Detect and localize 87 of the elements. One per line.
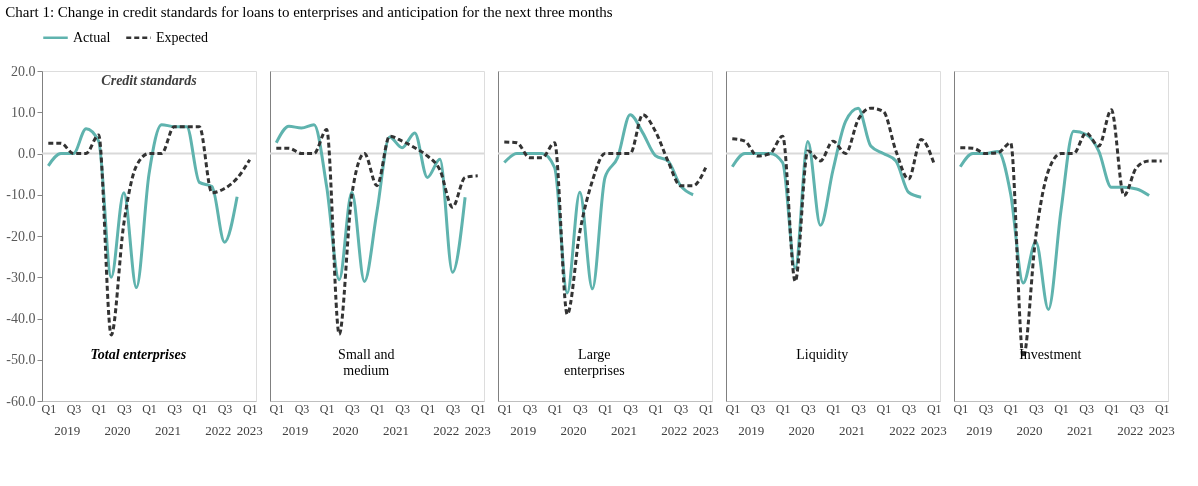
text: 2023 (920, 423, 947, 438)
legend-label: Actual (73, 29, 111, 45)
text: 2023 (1148, 423, 1175, 438)
x-tick-label: Q3 (978, 401, 994, 416)
x-tick-label: Q1 (876, 401, 892, 416)
text: 2020 (104, 423, 131, 438)
x-tick-label: Q1 (242, 401, 258, 416)
annotation: Liquidity (796, 346, 849, 362)
x-tick-label: Q3 (750, 401, 766, 416)
text: 2021 (838, 423, 865, 438)
x-tick-label: Q3 (1129, 401, 1145, 416)
x-tick-label: Q1 (91, 401, 107, 416)
x-tick-label: Q3 (294, 401, 310, 416)
text: 2021 (610, 423, 637, 438)
text: 2019 (510, 423, 537, 438)
text: 2022 (889, 423, 916, 438)
legend-label: Expected (156, 29, 209, 45)
x-tick-label: Q3 (800, 401, 816, 416)
text: 2020 (788, 423, 815, 438)
x-tick-label: Q1 (826, 401, 841, 416)
x-tick-label: Q1 (598, 401, 613, 416)
text: Chart 1: Change in credit standards for loans to enterprises and anticipation for the next three months (5, 4, 613, 20)
text: 2020 (560, 423, 587, 438)
x-tick-label: Q1 (1154, 401, 1170, 416)
text: 2021 (154, 423, 181, 438)
annotation: Small and medium (338, 346, 395, 378)
x-tick-label: Q3 (1028, 401, 1044, 416)
x-tick-label: Q1 (1003, 401, 1019, 416)
x-tick-label: Q1 (41, 401, 57, 416)
y-tick-label: 10.0 (11, 104, 36, 120)
x-tick-label: Q1 (648, 401, 664, 416)
text: 2023 (236, 423, 263, 438)
text: 2019 (738, 423, 765, 438)
x-tick-label: Q1 (319, 401, 335, 416)
x-tick-label: Q3 (344, 401, 360, 416)
y-tick-label: -40.0 (6, 311, 36, 326)
x-tick-label: Q3 (673, 401, 689, 416)
x-tick-label: Q1 (1054, 401, 1069, 416)
annotation: Total enterprises (90, 346, 187, 362)
text: 2021 (382, 423, 409, 438)
x-tick-label: Q3 (445, 401, 461, 416)
x-tick-label: Q3 (217, 401, 233, 416)
x-tick-label: Q3 (901, 401, 917, 416)
y-tick-label: 0.0 (18, 146, 36, 161)
chart-subtitle: Credit standards (101, 73, 198, 88)
y-tick-label: -60.0 (6, 393, 36, 409)
x-tick-label: Q3 (522, 401, 538, 416)
text: 2022 (661, 423, 688, 438)
text: 2020 (332, 423, 359, 438)
y-tick-label: -50.0 (6, 352, 36, 368)
x-tick-label: Q1 (698, 401, 714, 416)
x-tick-label: Q1 (1104, 401, 1120, 416)
x-tick-label: Q1 (142, 401, 157, 416)
y-tick-label: -10.0 (6, 187, 36, 203)
x-tick-label: Q3 (851, 401, 867, 416)
text: 2019 (966, 423, 993, 438)
y-tick-label: -20.0 (6, 228, 36, 244)
x-tick-label: Q1 (775, 401, 791, 416)
x-tick-label: Q1 (192, 401, 208, 416)
x-tick-label: Q1 (547, 401, 563, 416)
text: 2019 (282, 423, 309, 438)
x-tick-label: Q1 (269, 401, 285, 416)
x-tick-label: Q3 (167, 401, 183, 416)
y-tick-label: 20.0 (11, 63, 36, 79)
text: 2021 (1066, 423, 1093, 438)
x-tick-label: Q1 (953, 401, 969, 416)
y-tick-label: -30.0 (6, 269, 36, 285)
x-tick-label: Q3 (572, 401, 588, 416)
text: 2020 (1016, 423, 1043, 438)
text: 2022 (433, 423, 460, 438)
x-tick-label: Q1 (470, 401, 486, 416)
x-tick-label: Q3 (1079, 401, 1095, 416)
x-tick-label: Q3 (623, 401, 639, 416)
x-tick-label: Q1 (497, 401, 513, 416)
text: 2023 (692, 423, 719, 438)
text: 2023 (464, 423, 491, 438)
annotation: Large enterprises (563, 346, 625, 378)
x-tick-label: Q1 (926, 401, 942, 416)
x-tick-label: Q1 (370, 401, 385, 416)
x-tick-label: Q3 (66, 401, 82, 416)
x-tick-label: Q3 (395, 401, 411, 416)
x-tick-label: Q1 (725, 401, 741, 416)
text: 2019 (54, 423, 81, 438)
x-tick-label: Q1 (420, 401, 436, 416)
text: 2022 (1117, 423, 1144, 438)
text: 2022 (205, 423, 232, 438)
x-tick-label: Q3 (116, 401, 132, 416)
